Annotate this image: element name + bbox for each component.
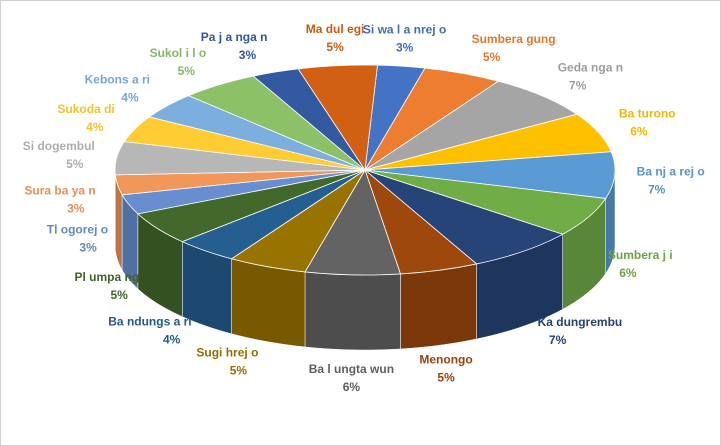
slice-value-label: 3%: [79, 240, 97, 254]
slice-value-label: 3%: [239, 48, 257, 62]
slice-label: Geda nga n: [558, 60, 623, 74]
slice-label: Tl ogorej o: [47, 222, 108, 236]
slice-value-label: 6%: [343, 380, 361, 394]
slice-value-label: 5%: [326, 40, 344, 54]
slice-label: Ma dul egi: [306, 22, 365, 36]
slice-label: Sumbera gung: [472, 32, 556, 46]
slice-value-label: 5%: [437, 371, 455, 385]
slice-label: Sura ba ya n: [24, 184, 95, 198]
slice-label: Kebons a ri: [85, 73, 150, 87]
slice-value-label: 5%: [483, 50, 501, 64]
slice-value-label: 3%: [396, 41, 414, 55]
slice: [297, 64, 378, 172]
slice-value-label: 3%: [67, 202, 85, 216]
slice-value-label: 4%: [121, 91, 139, 105]
slice-label: Si wa l a nrej o: [363, 23, 446, 37]
slice-label: Ba ndungs a ri: [108, 314, 191, 328]
slice-value-label: 7%: [549, 333, 567, 347]
slice: [364, 151, 616, 199]
pie-sides: [114, 169, 616, 351]
slice-value-label: 5%: [110, 288, 128, 302]
slice-value-label: 4%: [163, 332, 181, 346]
slice-label: Ba l ungta wun: [309, 362, 394, 376]
slice-label: Sugi hrej o: [196, 346, 258, 360]
slice-value-label: 6%: [619, 266, 637, 280]
slice-value-label: 5%: [230, 364, 248, 378]
slice-label: Si dogembul: [23, 139, 95, 153]
slice-side: [400, 263, 477, 350]
slice: [364, 169, 564, 265]
slice-label: Ba turono: [619, 106, 676, 120]
slice-label: Pl umpa ng: [74, 270, 139, 284]
slice-label: Pa j a nga n: [201, 30, 268, 44]
slice-label: Sukol i l o: [150, 46, 207, 60]
slice-value-label: 7%: [569, 78, 587, 92]
slice-label: Ka dungrembu: [538, 315, 623, 329]
slice-side: [304, 271, 401, 351]
slice-label: Sukoda di: [57, 102, 114, 116]
slice-value-label: 5%: [66, 157, 84, 171]
slice-value-label: 6%: [630, 124, 648, 138]
slice: [364, 80, 578, 171]
slice-label: Ba nj a rej o: [637, 165, 705, 179]
slice-label: Sumbera j i: [608, 248, 673, 262]
slice-side: [231, 258, 306, 348]
slice-label: Menongo: [419, 353, 472, 367]
slice-value-label: 7%: [648, 183, 666, 197]
slice-value-label: 5%: [178, 64, 196, 78]
slice-value-label: 4%: [86, 120, 104, 134]
